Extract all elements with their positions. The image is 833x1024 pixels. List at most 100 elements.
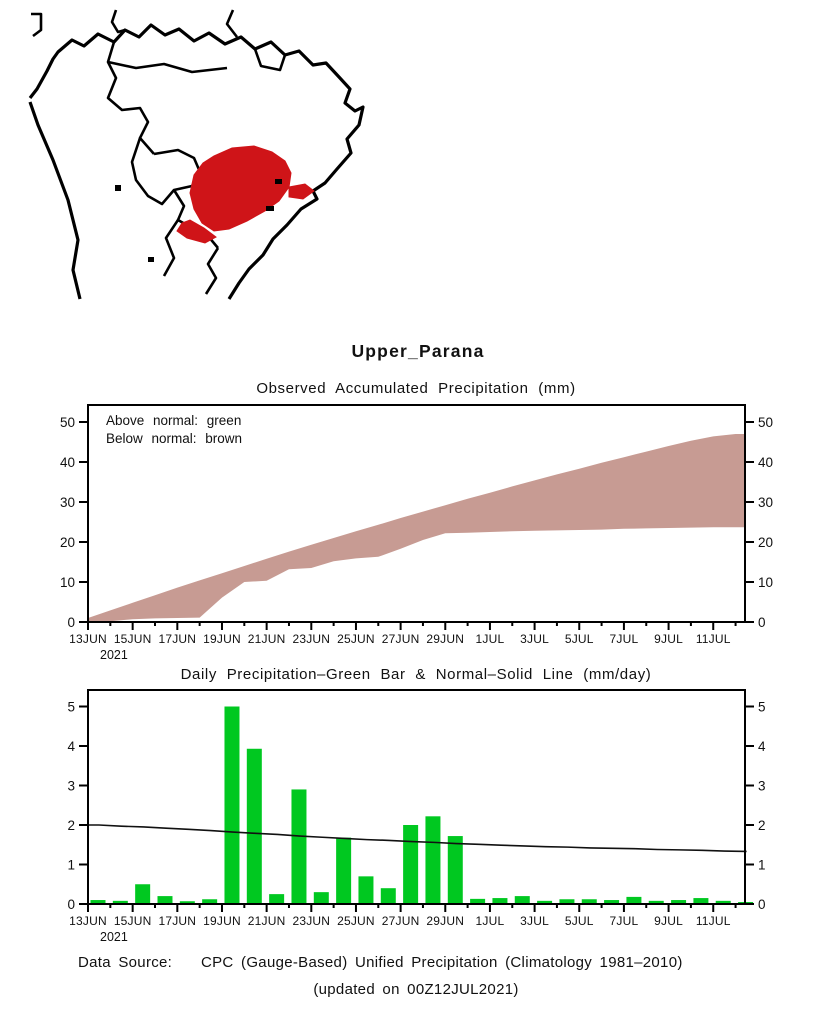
daily-x-tick-label: 17JUN	[158, 914, 196, 928]
daily-bar	[112, 900, 128, 904]
daily-y-tick-label-left: 4	[67, 739, 75, 754]
acc-x-tick-label: 11JUL	[696, 632, 731, 646]
daily-bar	[425, 816, 441, 904]
map-dots	[115, 179, 282, 262]
daily-x-tick-label: 29JUN	[426, 914, 464, 928]
acc-x-tick-label: 25JUN	[337, 632, 375, 646]
region-map	[28, 9, 365, 300]
acc-x-tick-label: 19JUN	[203, 632, 241, 646]
daily-precipitation-chart: 0 0 1 1 2 2 3 3 4 4 5 5 13JUN 15JUN 17JUN 19JUN 21JUN 23J…	[67, 689, 766, 928]
acc-x-tick-label: 9JUL	[654, 632, 683, 646]
below-normal-band	[88, 434, 745, 622]
daily-bar	[537, 900, 553, 904]
daily-x-axis-year: 2021	[100, 930, 128, 944]
daily-bar	[514, 896, 530, 904]
daily-bar	[269, 894, 285, 904]
daily-y-tick-label-right: 1	[758, 858, 766, 873]
daily-chart-title: Daily Precipitation–Green Bar & Normal–S…	[181, 666, 652, 683]
daily-bar	[224, 706, 240, 904]
daily-bar	[90, 900, 106, 904]
daily-y-tick-label-right: 2	[758, 818, 766, 833]
acc-y-tick-label-left: 10	[60, 575, 75, 590]
acc-y-tick-label-right: 20	[758, 535, 773, 550]
acc-y-tick-label-right: 0	[758, 615, 766, 630]
acc-x-tick-label: 7JUL	[610, 632, 639, 646]
daily-x-tick-label: 27JUN	[382, 914, 420, 928]
daily-y-tick-label-right: 5	[758, 700, 766, 715]
acc-y-tick-label-left: 50	[60, 415, 75, 430]
acc-y-tick-label-right: 10	[758, 575, 773, 590]
acc-frame	[87, 404, 746, 623]
daily-bar	[358, 876, 374, 904]
daily-x-tick-label: 23JUN	[292, 914, 330, 928]
daily-x-tick-label: 15JUN	[114, 914, 152, 928]
acc-y-tick-label-left: 40	[60, 455, 75, 470]
acc-x-tick-label: 15JUN	[114, 632, 152, 646]
daily-bar	[470, 898, 486, 904]
daily-x-tick-label: 11JUL	[696, 914, 731, 928]
acc-legend-below-normal: Below normal: brown	[106, 431, 242, 446]
acc-x-axis-year: 2021	[100, 648, 128, 662]
daily-bar	[179, 901, 195, 904]
acc-y-tick-label-left: 30	[60, 495, 75, 510]
daily-bar	[157, 896, 173, 904]
accumulated-precipitation-chart: 0 0 10 10 20 20 30 30 40 40 50 50 13JUN 15JUN 17JUN 19J…	[60, 404, 773, 646]
acc-y-tick-label-left: 0	[67, 615, 75, 630]
daily-bar	[559, 899, 575, 904]
footer-data-source-text: CPC (Gauge-Based) Unified Precipitation …	[201, 954, 683, 971]
daily-bar	[626, 896, 642, 904]
daily-x-tick-label: 13JUN	[69, 914, 107, 928]
footer-updated-text: (updated on 00Z12JUL2021)	[313, 981, 518, 998]
daily-bar	[447, 836, 463, 904]
daily-bar	[648, 900, 664, 904]
daily-y-tick-label-right: 0	[758, 897, 766, 912]
daily-y-tick-label-left: 5	[67, 700, 75, 715]
acc-chart-title: Observed Accumulated Precipitation (mm)	[256, 380, 575, 397]
daily-bar	[313, 892, 329, 904]
daily-bar	[581, 899, 597, 904]
daily-x-tick-label: 7JUL	[610, 914, 639, 928]
daily-bar	[715, 900, 731, 904]
acc-x-tick-label: 17JUN	[158, 632, 196, 646]
normal-line	[88, 824, 747, 853]
daily-bar	[403, 825, 419, 904]
acc-x-tick-label: 21JUN	[248, 632, 286, 646]
daily-y-tick-label-left: 2	[67, 818, 75, 833]
acc-y-tick-label-right: 50	[758, 415, 773, 430]
map-coastline-west	[28, 101, 82, 300]
daily-bar	[671, 900, 687, 904]
acc-x-tick-label: 29JUN	[426, 632, 464, 646]
daily-x-tick-label: 3JUL	[520, 914, 549, 928]
acc-x-tick-label: 1JUL	[476, 632, 505, 646]
daily-bar	[291, 789, 307, 904]
acc-y-tick-label-right: 40	[758, 455, 773, 470]
daily-bar	[336, 837, 352, 904]
daily-bar	[693, 898, 709, 904]
daily-y-tick-label-right: 3	[758, 779, 766, 794]
daily-x-tick-label: 5JUL	[565, 914, 594, 928]
page-title: Upper_Parana	[351, 341, 484, 361]
daily-y-tick-label-right: 4	[758, 739, 766, 754]
daily-bar	[135, 884, 151, 904]
footer-data-source-label: Data Source:	[78, 954, 172, 971]
daily-x-tick-label: 9JUL	[654, 914, 683, 928]
acc-y-tick-label-right: 30	[758, 495, 773, 510]
daily-y-tick-label-left: 0	[67, 897, 75, 912]
daily-x-tick-label: 1JUL	[476, 914, 505, 928]
daily-bar	[380, 888, 396, 904]
daily-y-tick-label-left: 1	[67, 858, 75, 873]
daily-frame	[87, 689, 746, 905]
acc-legend-above-normal: Above normal: green	[106, 413, 241, 428]
map-highlight-region	[176, 145, 315, 244]
acc-x-tick-label: 3JUL	[520, 632, 549, 646]
daily-x-tick-label: 25JUN	[337, 914, 375, 928]
daily-bar	[246, 748, 262, 904]
acc-y-tick-label-left: 20	[60, 535, 75, 550]
daily-bar	[604, 900, 620, 904]
acc-x-tick-label: 23JUN	[292, 632, 330, 646]
acc-x-tick-label: 13JUN	[69, 632, 107, 646]
daily-bar	[202, 899, 218, 904]
acc-x-tick-label: 27JUN	[382, 632, 420, 646]
